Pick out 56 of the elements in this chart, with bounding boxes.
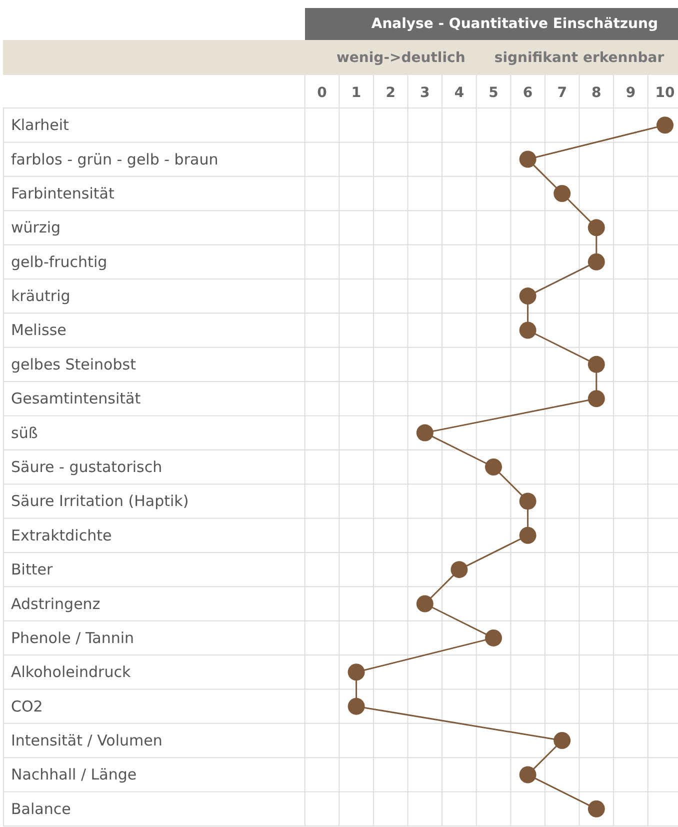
y-tick-label: Adstringenz [11, 594, 100, 613]
point [348, 664, 365, 681]
point [519, 492, 536, 510]
x-tick-label: 9 [626, 85, 636, 101]
point [519, 150, 536, 168]
text: signifikant erkennbar [494, 50, 664, 66]
point [519, 288, 536, 305]
chart-title: Analyse - Quantitative Einschätzung [371, 16, 658, 32]
point [554, 732, 571, 750]
point [450, 561, 468, 578]
y-tick-label: Intensität / Volumen [11, 732, 162, 750]
y-tick-label: gelb-fruchtig [11, 252, 108, 271]
point [519, 526, 536, 544]
point [348, 698, 365, 715]
point [588, 800, 605, 818]
y-tick-label: Balance [11, 800, 71, 818]
y-tick-label: Alkoholeindruck [11, 663, 131, 682]
y-tick-label: Phenole / Tannin [11, 628, 134, 647]
y-tick-label: Farbintensität [11, 184, 114, 202]
y-tick-label: süß [11, 424, 38, 442]
x-tick-label: 10 [655, 85, 675, 101]
point [416, 424, 434, 442]
y-tick-label: würzig [11, 218, 61, 237]
point [588, 219, 605, 236]
point [519, 322, 536, 339]
y-tick-label: Säure - gustatorisch [11, 458, 162, 476]
point [416, 595, 434, 612]
point [588, 390, 605, 408]
x-tick-label: 6 [522, 85, 533, 101]
y-tick-label: Klarheit [11, 116, 69, 134]
y-tick-label: Nachhall / Länge [11, 766, 137, 784]
point [554, 184, 571, 202]
x-tick-label: 5 [488, 85, 498, 101]
x-tick-label: 3 [420, 85, 430, 101]
point [656, 116, 674, 134]
point [588, 356, 605, 373]
text: wenig->deutlich [336, 50, 466, 66]
x-tick-label: 0 [317, 85, 328, 101]
x-tick-label: 7 [557, 85, 567, 101]
y-tick-label: farblos - grün - gelb - braun [11, 150, 218, 168]
point [485, 629, 502, 646]
point [588, 253, 605, 270]
point [485, 458, 502, 476]
x-tick-label: 2 [386, 85, 396, 101]
y-tick-label: Gesamtintensität [11, 390, 141, 408]
y-tick-label: Extraktdichte [11, 526, 112, 544]
y-tick-label: Bitter [11, 560, 54, 579]
x-tick-label: 4 [454, 85, 464, 101]
y-tick-label: Melisse [11, 321, 66, 340]
y-tick-label: kräutrig [11, 287, 70, 306]
y-tick-label: Säure Irritation (Haptik) [11, 492, 189, 510]
x-tick-label: 8 [592, 85, 602, 101]
y-tick-label: CO2 [11, 697, 43, 716]
point [519, 766, 536, 784]
y-tick-label: gelbes Steinobst [11, 355, 136, 374]
x-tick-label: 1 [351, 85, 362, 101]
